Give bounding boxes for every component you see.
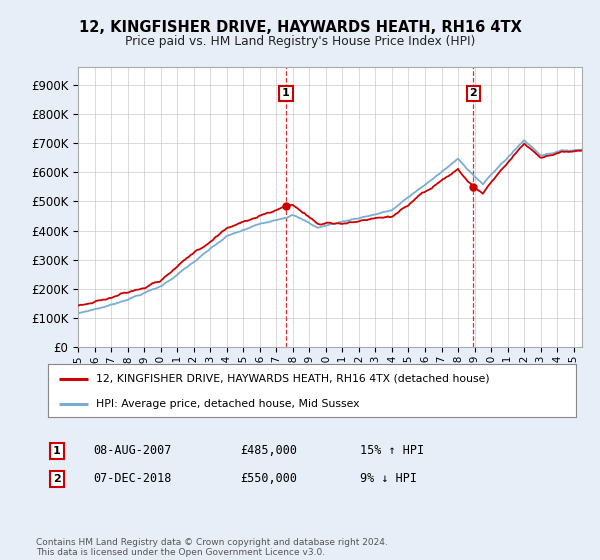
- Text: 08-AUG-2007: 08-AUG-2007: [93, 444, 172, 458]
- Text: 1: 1: [282, 88, 290, 99]
- Text: HPI: Average price, detached house, Mid Sussex: HPI: Average price, detached house, Mid …: [95, 399, 359, 409]
- Text: 12, KINGFISHER DRIVE, HAYWARDS HEATH, RH16 4TX (detached house): 12, KINGFISHER DRIVE, HAYWARDS HEATH, RH…: [95, 374, 489, 384]
- Text: £485,000: £485,000: [240, 444, 297, 458]
- Text: £550,000: £550,000: [240, 472, 297, 486]
- Text: 1: 1: [53, 446, 61, 456]
- Text: 9% ↓ HPI: 9% ↓ HPI: [360, 472, 417, 486]
- Text: Contains HM Land Registry data © Crown copyright and database right 2024.
This d: Contains HM Land Registry data © Crown c…: [36, 538, 388, 557]
- Text: 2: 2: [469, 88, 477, 99]
- Text: 2: 2: [53, 474, 61, 484]
- Text: 12, KINGFISHER DRIVE, HAYWARDS HEATH, RH16 4TX: 12, KINGFISHER DRIVE, HAYWARDS HEATH, RH…: [79, 20, 521, 35]
- Text: 15% ↑ HPI: 15% ↑ HPI: [360, 444, 424, 458]
- Text: 07-DEC-2018: 07-DEC-2018: [93, 472, 172, 486]
- Text: Price paid vs. HM Land Registry's House Price Index (HPI): Price paid vs. HM Land Registry's House …: [125, 35, 475, 48]
